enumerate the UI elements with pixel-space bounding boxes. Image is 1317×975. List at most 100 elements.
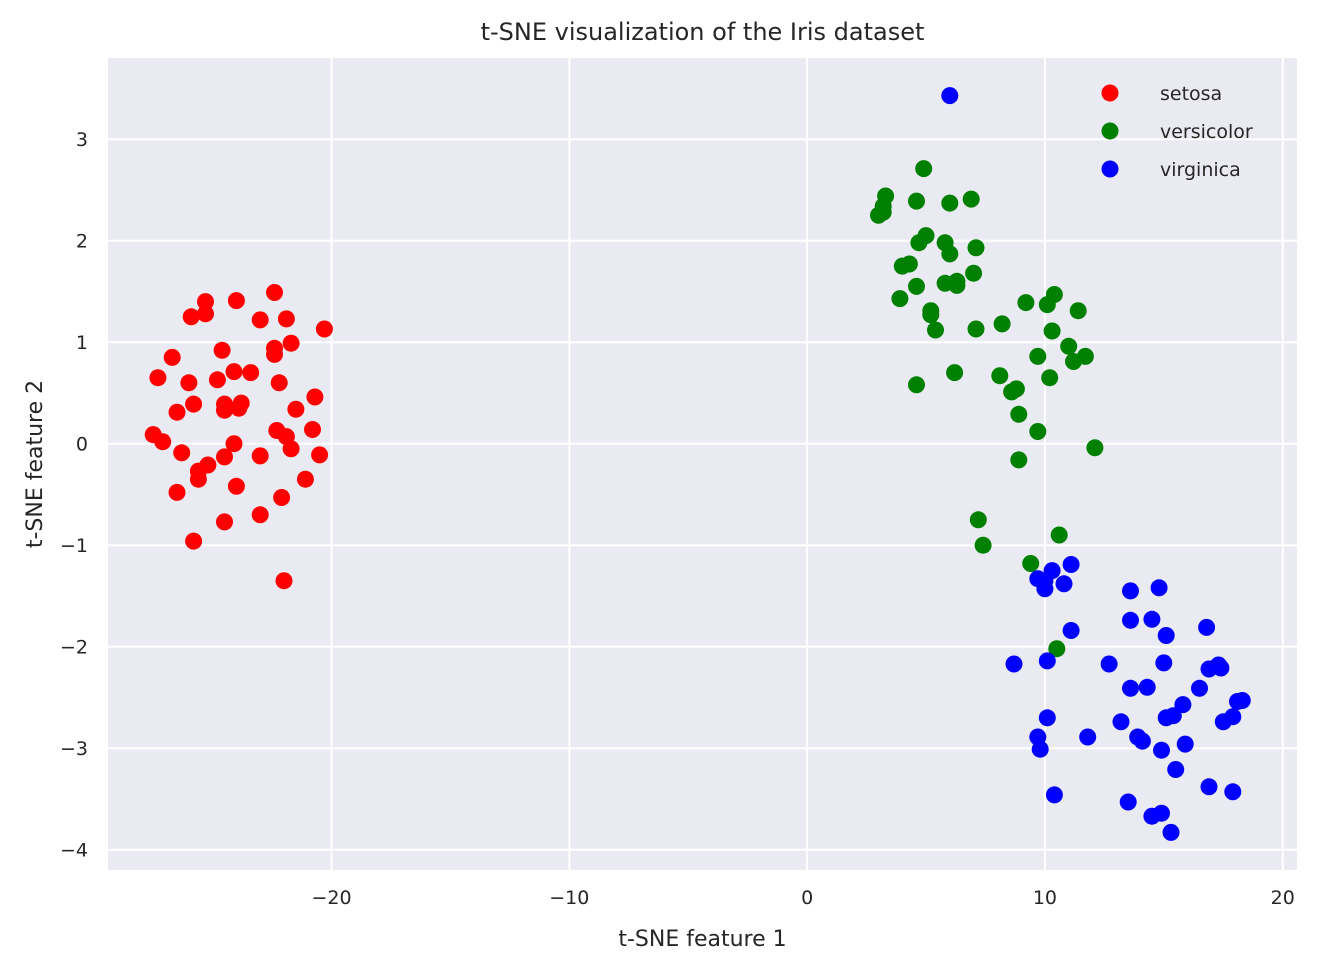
virginica-point bbox=[1005, 655, 1023, 673]
versicolor-point bbox=[927, 321, 944, 339]
chart-title: t-SNE visualization of the Iris dataset bbox=[481, 18, 925, 46]
setosa-point bbox=[277, 310, 295, 328]
virginica-point bbox=[1174, 696, 1192, 714]
versicolor-point bbox=[1041, 369, 1059, 387]
versicolor-point bbox=[1048, 640, 1066, 658]
virginica-point bbox=[1224, 783, 1242, 801]
setosa-point bbox=[251, 447, 269, 465]
virginica-point bbox=[1143, 610, 1161, 628]
versicolor-point bbox=[891, 290, 909, 308]
setosa-point bbox=[163, 348, 181, 366]
x-axis-ticks: −20 −10 0 10 20 bbox=[311, 887, 1294, 909]
legend-label-setosa: setosa bbox=[1160, 83, 1222, 105]
setosa-point bbox=[154, 433, 172, 451]
versicolor-point bbox=[870, 206, 887, 224]
virginica-point bbox=[1198, 618, 1216, 636]
versicolor-point bbox=[1069, 302, 1087, 320]
setosa-point bbox=[182, 308, 200, 326]
setosa-point bbox=[216, 448, 233, 466]
y-tick-label: −4 bbox=[60, 840, 88, 862]
versicolor-point bbox=[1029, 347, 1047, 365]
setosa-point bbox=[282, 334, 300, 352]
virginica-point bbox=[1153, 804, 1170, 822]
virginica-point bbox=[1038, 652, 1056, 670]
virginica-point bbox=[1212, 659, 1230, 677]
setosa-point bbox=[273, 489, 291, 506]
setosa-point bbox=[242, 364, 260, 382]
virginica-point bbox=[941, 87, 959, 105]
virginica-point bbox=[1062, 556, 1080, 573]
virginica-point bbox=[1138, 678, 1156, 696]
setosa-point bbox=[185, 532, 203, 550]
versicolor-point bbox=[1003, 383, 1021, 401]
virginica-point bbox=[1122, 679, 1139, 697]
virginica-point bbox=[1155, 654, 1173, 672]
setosa-point bbox=[208, 371, 226, 389]
setosa-point bbox=[304, 421, 321, 438]
versicolor-point bbox=[1050, 526, 1068, 544]
virginica-point bbox=[1036, 580, 1054, 598]
versicolor-point bbox=[967, 239, 985, 257]
versicolor-point bbox=[967, 320, 985, 338]
versicolor-point bbox=[946, 364, 964, 382]
setosa-point bbox=[306, 388, 324, 406]
versicolor-point bbox=[1065, 353, 1082, 370]
versicolor-point bbox=[1010, 405, 1028, 423]
virginica-point bbox=[1045, 786, 1063, 804]
virginica-point bbox=[1157, 627, 1175, 644]
setosa-point bbox=[227, 477, 245, 495]
legend-label-versicolor: versicolor bbox=[1160, 121, 1253, 143]
virginica-point bbox=[1119, 793, 1137, 811]
plot-background bbox=[108, 58, 1297, 870]
legend: setosa versicolor virginica bbox=[1101, 83, 1253, 181]
setosa-point bbox=[315, 320, 333, 338]
setosa-point bbox=[225, 363, 243, 381]
versicolor-point bbox=[993, 315, 1011, 333]
y-tick-label: −3 bbox=[60, 738, 88, 760]
virginica-point bbox=[1162, 823, 1180, 841]
setosa-point bbox=[230, 399, 248, 417]
x-tick-label: −20 bbox=[311, 887, 351, 909]
versicolor-point bbox=[1060, 337, 1078, 355]
setosa-point bbox=[173, 444, 191, 462]
legend-label-virginica: virginica bbox=[1160, 159, 1241, 181]
setosa-point bbox=[213, 341, 231, 359]
versicolor-point bbox=[922, 306, 940, 324]
versicolor-point bbox=[908, 376, 925, 394]
legend-marker-versicolor bbox=[1101, 122, 1119, 140]
virginica-point bbox=[1150, 579, 1168, 597]
x-axis-label: t-SNE feature 1 bbox=[618, 927, 786, 952]
virginica-point bbox=[1153, 741, 1170, 759]
setosa-point bbox=[266, 345, 283, 363]
setosa-point bbox=[185, 395, 203, 413]
virginica-point bbox=[1214, 713, 1232, 731]
x-tick-label: −10 bbox=[549, 887, 589, 909]
setosa-point bbox=[227, 292, 245, 310]
setosa-point bbox=[197, 305, 214, 323]
setosa-point bbox=[275, 572, 293, 590]
versicolor-point bbox=[965, 264, 983, 282]
setosa-point bbox=[168, 403, 186, 421]
y-tick-label: 3 bbox=[76, 129, 88, 151]
versicolor-point bbox=[910, 234, 928, 252]
virginica-point bbox=[1176, 735, 1194, 753]
versicolor-point bbox=[991, 367, 1009, 385]
setosa-point bbox=[251, 506, 269, 524]
setosa-point bbox=[311, 446, 329, 464]
virginica-point bbox=[1191, 679, 1208, 697]
setosa-point bbox=[287, 400, 305, 418]
y-tick-label: 1 bbox=[76, 332, 88, 354]
y-axis-label: t-SNE feature 2 bbox=[23, 380, 48, 548]
versicolor-point bbox=[1010, 451, 1028, 469]
setosa-point bbox=[197, 293, 214, 311]
virginica-point bbox=[1112, 713, 1130, 731]
virginica-point bbox=[1062, 622, 1080, 639]
setosa-point bbox=[168, 483, 186, 501]
setosa-point bbox=[266, 284, 283, 301]
versicolor-point bbox=[941, 194, 959, 212]
versicolor-point bbox=[974, 536, 992, 554]
versicolor-point bbox=[1038, 296, 1056, 314]
legend-marker-setosa bbox=[1101, 84, 1119, 102]
